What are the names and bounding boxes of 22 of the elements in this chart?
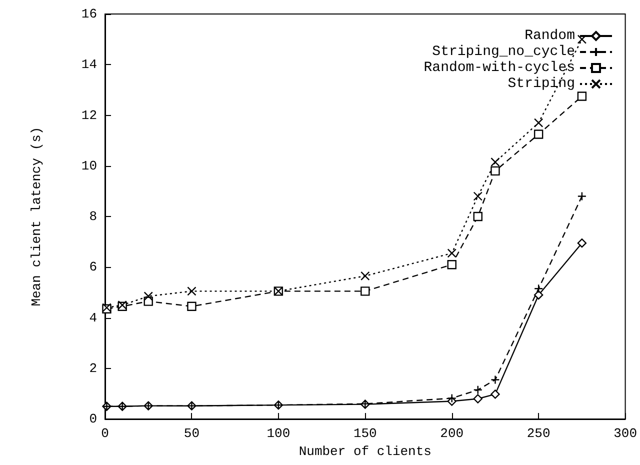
x-tick-label: 250 — [526, 426, 550, 441]
y-axis-title: Mean client latency (s) — [29, 126, 44, 306]
legend-label: Striping_no_cycle — [432, 44, 575, 60]
x-axis-title: Number of clients — [298, 444, 432, 459]
x-tick-label: 200 — [440, 426, 464, 441]
y-tick-label: 8 — [89, 209, 97, 224]
y-tick-label: 2 — [89, 360, 97, 376]
legend-label: Striping — [508, 76, 575, 92]
legend-label: Random — [524, 28, 575, 44]
legend-label: Random-with-cycles — [424, 60, 575, 76]
y-tick-label: 12 — [81, 108, 97, 123]
x-tick-label: 300 — [614, 426, 637, 441]
y-tick-label: 10 — [81, 158, 97, 174]
y-tick-label: 6 — [89, 260, 97, 275]
x-tick-label: 50 — [184, 426, 200, 441]
y-tick-label: 0 — [89, 412, 97, 426]
y-tick-label: 14 — [81, 57, 98, 72]
x-tick-label: 100 — [266, 426, 290, 441]
x-tick-label: 150 — [353, 426, 377, 441]
y-tick-label: 16 — [81, 6, 97, 22]
x-tick-label: 0 — [101, 426, 109, 441]
y-tick-label: 4 — [89, 310, 98, 326]
